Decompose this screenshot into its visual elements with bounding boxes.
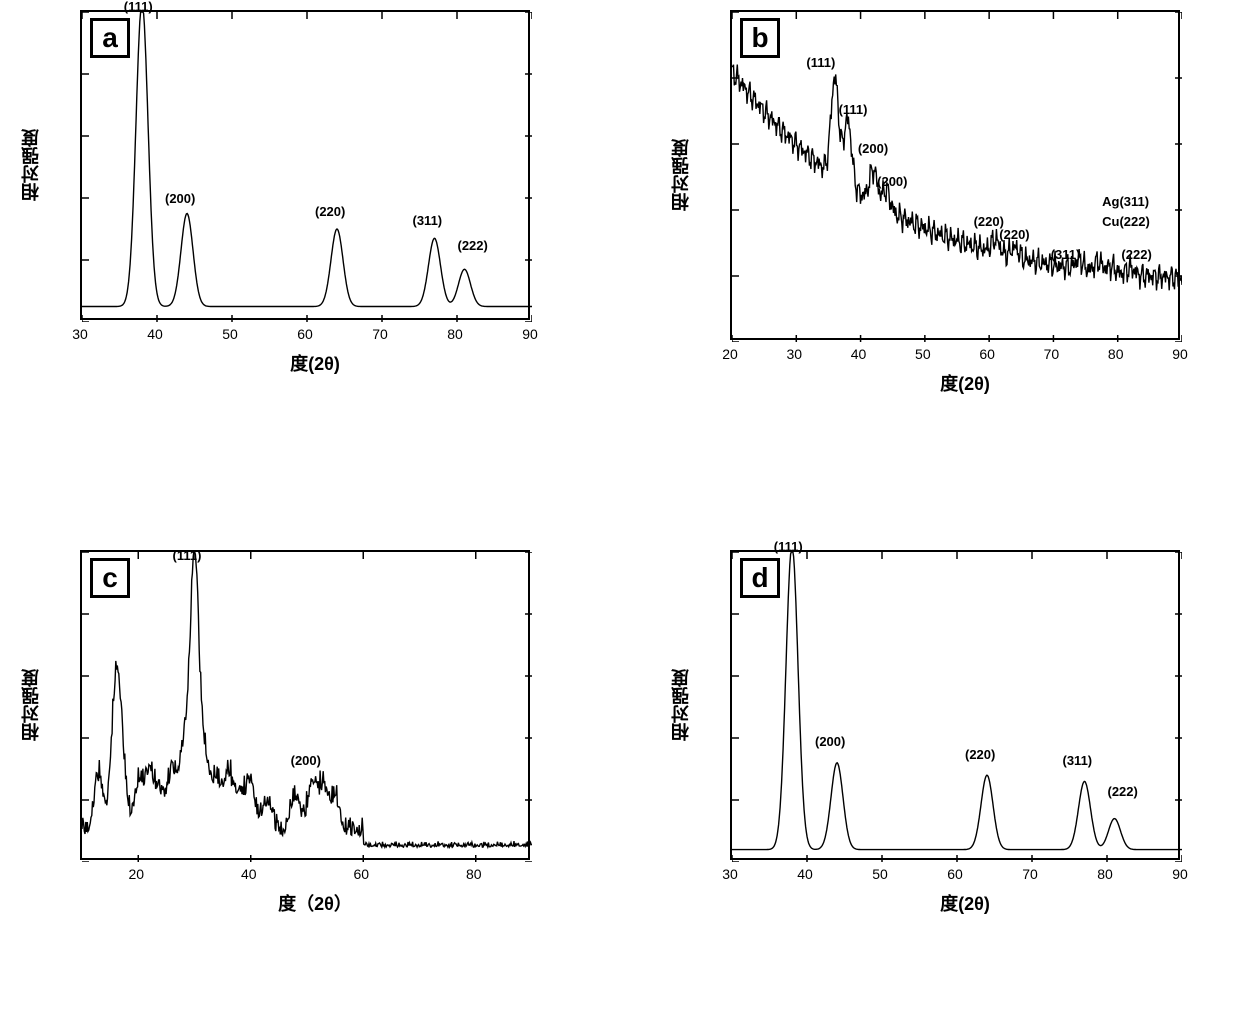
peak-label: (311) — [1051, 247, 1081, 262]
x-tick-label: 80 — [1093, 866, 1117, 882]
x-tick-label: 80 — [443, 326, 467, 342]
x-tick-label: 20 — [124, 866, 148, 882]
x-tick-label: 50 — [911, 346, 935, 362]
x-tick-label: 30 — [68, 326, 92, 342]
peak-label: (200) — [815, 734, 845, 749]
x-tick-label: 60 — [943, 866, 967, 882]
peak-label: (111) — [806, 55, 835, 70]
x-axis-label: 度(2θ) — [255, 350, 375, 376]
x-axis-label: 度(2θ) — [905, 370, 1025, 396]
x-tick-label: 90 — [518, 326, 542, 342]
peak-label: (222) — [458, 238, 488, 253]
x-tick-label: 70 — [1018, 866, 1042, 882]
peak-label: (200) — [877, 174, 907, 189]
xrd-curve-c — [82, 552, 532, 862]
peak-label: (311) — [1063, 753, 1093, 768]
peak-label: (111) — [173, 548, 202, 563]
peak-label: (111) — [774, 539, 803, 554]
plot-area-c: c — [80, 550, 530, 860]
x-tick-label: 80 — [462, 866, 486, 882]
x-tick-label: 60 — [293, 326, 317, 342]
peak-label: (311) — [413, 213, 443, 228]
x-axis-label: 度(2θ) — [905, 890, 1025, 916]
peak-label: (111) — [124, 0, 153, 14]
x-tick-label: 40 — [143, 326, 167, 342]
plot-area-b: b — [730, 10, 1180, 340]
peak-label: (200) — [165, 191, 195, 206]
x-tick-label: 70 — [1039, 346, 1063, 362]
peak-label: (220) — [315, 204, 345, 219]
y-axis-label: 相对强度 — [668, 125, 694, 225]
x-tick-label: 90 — [1168, 866, 1192, 882]
x-tick-label: 60 — [349, 866, 373, 882]
x-tick-label: 90 — [1168, 346, 1192, 362]
x-axis-label: 度（2θ） — [255, 890, 375, 916]
x-tick-label: 50 — [868, 866, 892, 882]
x-tick-label: 70 — [368, 326, 392, 342]
peak-label: Ag(311) — [1102, 194, 1149, 209]
y-axis-label: 相对强度 — [18, 115, 44, 215]
x-tick-label: 40 — [793, 866, 817, 882]
x-tick-label: 40 — [237, 866, 261, 882]
x-tick-label: 30 — [782, 346, 806, 362]
panel-a: 相对强度 a 度(2θ) 30 40 50 60 70 80 90 (111) (200) (22… — [10, 0, 570, 400]
y-axis-label: 相对强度 — [18, 655, 44, 755]
xrd-curve-b — [732, 12, 1182, 342]
x-tick-label: 40 — [847, 346, 871, 362]
x-tick-label: 80 — [1104, 346, 1128, 362]
peak-label: (111) — [839, 102, 868, 117]
x-tick-label: 20 — [718, 346, 742, 362]
peak-label: (200) — [291, 753, 321, 768]
x-tick-label: 50 — [218, 326, 242, 342]
x-tick-label: 30 — [718, 866, 742, 882]
peak-label: (220) — [999, 227, 1029, 242]
xrd-curve-d — [732, 552, 1182, 862]
plot-area-a: a — [80, 10, 530, 320]
panel-b: 相对强度 b 度(2θ) 20 30 40 50 60 70 80 90 (111) (111) (… — [660, 0, 1220, 420]
xrd-curve-a — [82, 12, 532, 322]
peak-label: (222) — [1108, 784, 1138, 799]
plot-area-d: d — [730, 550, 1180, 860]
panel-d: 相对强度 d 度(2θ) 30 40 50 60 70 80 90 (111) (200) (22… — [660, 540, 1220, 940]
x-tick-label: 60 — [975, 346, 999, 362]
peak-label: (222) — [1121, 247, 1151, 262]
y-axis-label: 相对强度 — [668, 655, 694, 755]
peak-label: (200) — [858, 141, 888, 156]
panel-c: 相对强度 c 度（2θ） 20 40 60 80 (111) (200) — [10, 540, 570, 940]
peak-label: Cu(222) — [1102, 214, 1150, 229]
peak-label: (220) — [965, 747, 995, 762]
